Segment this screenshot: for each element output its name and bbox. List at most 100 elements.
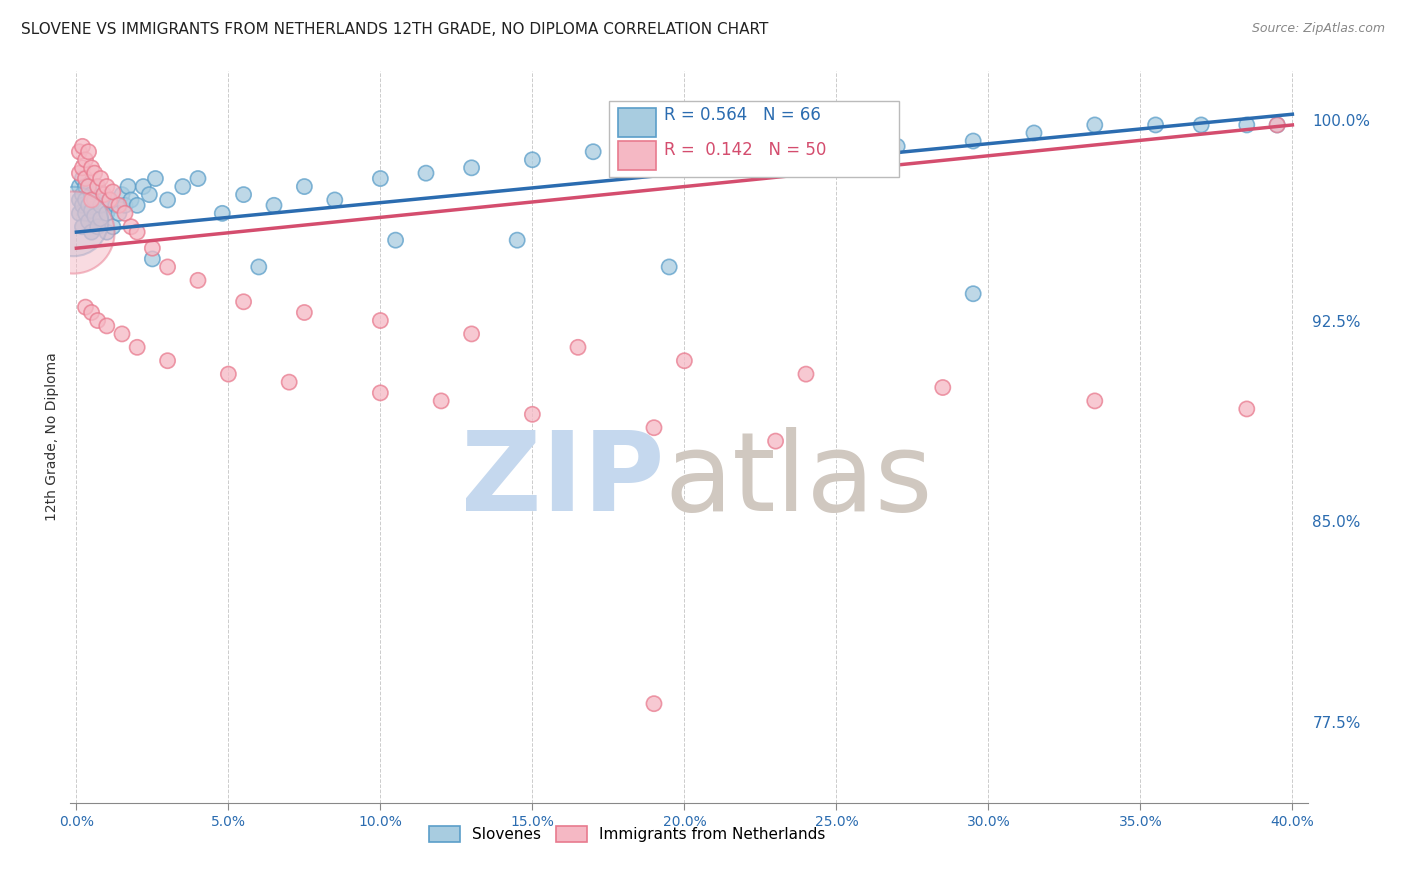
Point (67, 166, 90, 180)
Point (247, 260, 270, 274)
Point (370, 313, 392, 327)
Point (323, 193, 346, 207)
Point (67, 206, 90, 220)
Point (90, 198, 112, 212)
Text: ZIP: ZIP (461, 427, 664, 534)
Text: R =  0.142   N = 50: R = 0.142 N = 50 (664, 141, 827, 159)
Point (67, 179, 90, 194)
Point (138, 187, 160, 202)
Point (75, 206, 97, 220)
Point (77, 214, 100, 228)
Point (80, 203, 103, 218)
Point (120, 193, 142, 207)
Point (384, 233, 406, 247)
Point (90, 171, 112, 186)
Point (1084, 393, 1107, 408)
Point (101, 219, 124, 234)
Point (962, 134, 984, 148)
Text: atlas: atlas (664, 427, 932, 534)
Point (292, 305, 315, 319)
Point (104, 198, 127, 212)
Point (90, 211, 112, 226)
Point (1189, 118, 1212, 132)
Point (77, 145, 100, 159)
Point (80, 193, 103, 207)
Point (67, 145, 90, 159)
Point (141, 252, 163, 266)
Point (141, 241, 163, 255)
Point (75, 171, 97, 186)
Point (1084, 118, 1107, 132)
Point (370, 171, 392, 186)
Point (1144, 118, 1167, 132)
Point (75, 179, 97, 194)
Point (86, 179, 108, 194)
Y-axis label: 12th Grade, No Diploma: 12th Grade, No Diploma (45, 352, 59, 522)
Point (810, 134, 832, 148)
Point (72, 161, 94, 175)
Point (263, 198, 285, 212)
Point (506, 233, 529, 247)
Point (232, 187, 254, 202)
Point (460, 326, 482, 341)
Point (72, 139, 94, 153)
Point (72, 171, 94, 186)
Point (156, 193, 179, 207)
Point (172, 179, 194, 194)
Legend: Slovenes, Immigrants from Netherlands: Slovenes, Immigrants from Netherlands (422, 819, 832, 850)
Point (886, 139, 908, 153)
Point (98, 193, 121, 207)
Point (96, 179, 118, 194)
Text: R = 0.564   N = 66: R = 0.564 N = 66 (664, 106, 821, 125)
FancyBboxPatch shape (609, 101, 900, 178)
Point (72, 198, 94, 212)
Point (98, 193, 121, 207)
Point (83, 193, 105, 207)
Point (96, 318, 118, 333)
Point (114, 206, 136, 220)
Point (232, 294, 254, 309)
Point (77, 179, 100, 194)
Point (75, 153, 97, 167)
Point (1265, 118, 1288, 132)
Point (794, 367, 817, 381)
Point (734, 139, 756, 153)
Point (932, 380, 955, 394)
Point (80, 305, 103, 319)
Text: SLOVENE VS IMMIGRANTS FROM NETHERLANDS 12TH GRADE, NO DIPLOMA CORRELATION CHART: SLOVENE VS IMMIGRANTS FROM NETHERLANDS 1… (21, 22, 769, 37)
Point (120, 219, 142, 234)
Point (86, 313, 108, 327)
Point (96, 206, 118, 220)
Point (75, 300, 97, 314)
Point (86, 179, 108, 194)
Point (127, 340, 149, 354)
Point (211, 206, 233, 220)
Point (962, 286, 984, 301)
Point (93, 187, 115, 202)
Point (1265, 118, 1288, 132)
Bar (619, 141, 655, 170)
Point (567, 340, 589, 354)
Point (522, 407, 544, 421)
Point (658, 153, 681, 167)
Point (370, 385, 392, 400)
Point (93, 187, 115, 202)
Point (80, 187, 103, 202)
Point (111, 326, 134, 341)
Point (415, 166, 437, 180)
Point (430, 393, 453, 408)
Point (83, 166, 105, 180)
Point (156, 260, 179, 274)
Point (117, 179, 139, 194)
Point (643, 697, 665, 711)
Point (72, 219, 94, 234)
Point (62, 225, 84, 239)
Point (673, 353, 696, 368)
Point (1236, 118, 1258, 132)
Point (127, 198, 149, 212)
Point (101, 185, 124, 199)
Bar (619, 108, 655, 137)
Point (217, 367, 239, 381)
Point (582, 145, 605, 159)
Point (127, 225, 149, 239)
